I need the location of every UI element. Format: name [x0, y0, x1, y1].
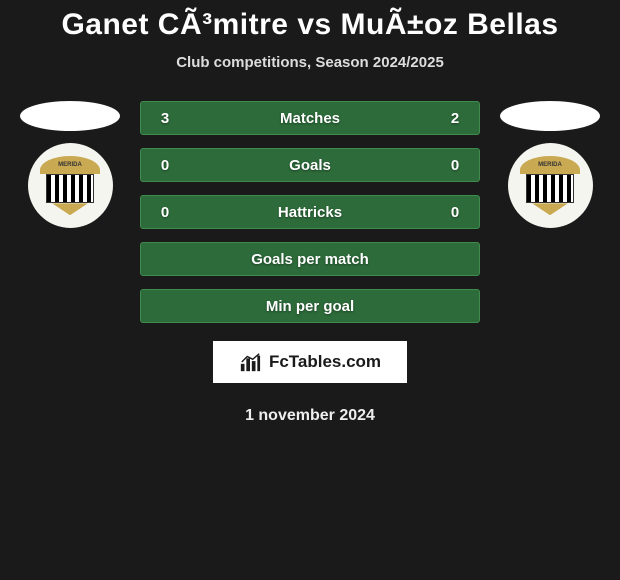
- stat-label: Matches: [175, 110, 445, 127]
- stat-home-value: 0: [155, 204, 175, 221]
- stat-label: Goals per match: [155, 251, 465, 268]
- away-badge-label: MERIDA: [520, 156, 580, 174]
- comparison-main: MERIDA 3 Matches 2 0 Goals 0 0 Hattricks…: [0, 101, 620, 323]
- stat-label: Hattricks: [175, 204, 445, 221]
- stat-label: Min per goal: [155, 298, 465, 315]
- stat-away-value: 2: [445, 110, 465, 127]
- stat-away-value: 0: [445, 204, 465, 221]
- home-side: MERIDA: [20, 101, 120, 228]
- watermark-text: FcTables.com: [269, 352, 381, 372]
- page-title: Ganet CÃ³mitre vs MuÃ±oz Bellas: [0, 8, 620, 42]
- home-badge-stripes: [46, 174, 94, 204]
- away-club-badge: MERIDA: [508, 143, 593, 228]
- away-placeholder-ellipse: [500, 101, 600, 131]
- stat-away-value: 0: [445, 157, 465, 174]
- subtitle: Club competitions, Season 2024/2025: [0, 54, 620, 71]
- watermark-badge: FcTables.com: [213, 341, 407, 383]
- away-side: MERIDA: [500, 101, 600, 228]
- home-badge-point: [52, 203, 88, 215]
- stats-list: 3 Matches 2 0 Goals 0 0 Hattricks 0 Goal…: [140, 101, 480, 323]
- date-label: 1 november 2024: [0, 407, 620, 425]
- bars-icon: [239, 351, 261, 373]
- stat-row-hattricks: 0 Hattricks 0: [140, 195, 480, 229]
- home-club-badge: MERIDA: [28, 143, 113, 228]
- stat-label: Goals: [175, 157, 445, 174]
- stat-row-goals-per-match: Goals per match: [140, 242, 480, 276]
- stat-home-value: 3: [155, 110, 175, 127]
- home-badge-label: MERIDA: [40, 156, 100, 174]
- stat-row-goals: 0 Goals 0: [140, 148, 480, 182]
- home-placeholder-ellipse: [20, 101, 120, 131]
- stat-home-value: 0: [155, 157, 175, 174]
- stat-row-matches: 3 Matches 2: [140, 101, 480, 135]
- stat-row-min-per-goal: Min per goal: [140, 289, 480, 323]
- away-badge-stripes: [526, 174, 574, 204]
- away-badge-point: [532, 203, 568, 215]
